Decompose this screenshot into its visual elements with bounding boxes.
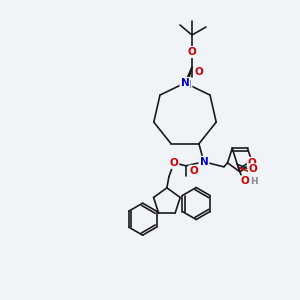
Text: O: O xyxy=(190,166,198,176)
Text: O: O xyxy=(241,176,250,186)
Text: O: O xyxy=(195,67,203,77)
Text: N: N xyxy=(181,78,189,88)
Text: O: O xyxy=(249,164,258,174)
Text: N: N xyxy=(200,157,208,167)
Text: O: O xyxy=(248,158,256,168)
Text: O: O xyxy=(169,158,178,168)
Text: N: N xyxy=(183,80,191,90)
Text: O: O xyxy=(188,47,196,57)
Text: H: H xyxy=(250,177,258,186)
